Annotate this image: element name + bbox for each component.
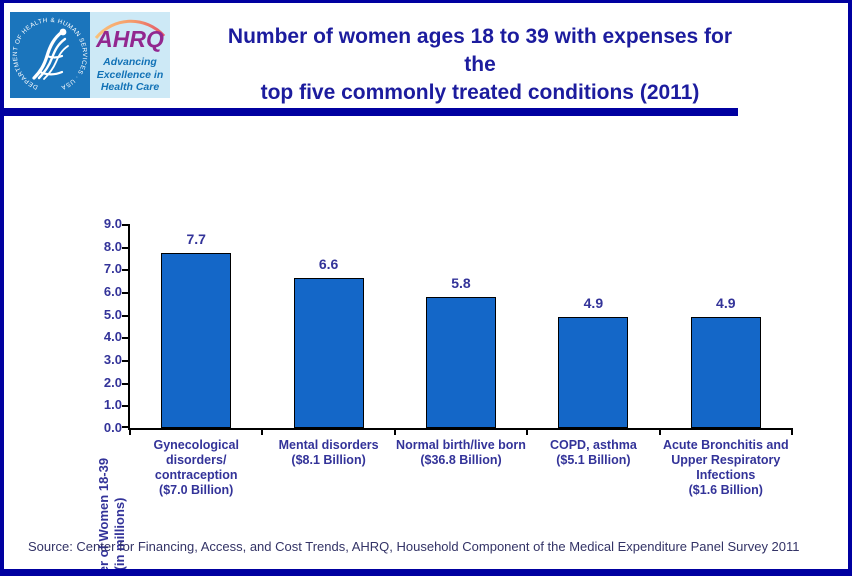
category-label: Acute Bronchitis and Upper Respiratory I…: [662, 438, 789, 497]
bar-value-label: 4.9: [583, 294, 604, 311]
y-tick-label: 9.0: [103, 216, 122, 231]
y-tick-mark: [122, 426, 128, 428]
bar: [293, 278, 364, 428]
hhs-seal-logo: DEPARTMENT OF HEALTH & HUMAN SERVICES · …: [10, 12, 90, 98]
x-tick-mark: [526, 428, 529, 435]
x-tick-mark: [791, 428, 793, 435]
y-tick-label: 5.0: [103, 306, 122, 322]
page-title-line1: Number of women ages 18 to 39 with expen…: [227, 25, 733, 76]
ahrq-tagline-line2: Excellence in: [96, 68, 164, 81]
category-label: Normal birth/live born ($36.8 Billion): [396, 438, 526, 467]
y-tick-mark: [122, 337, 128, 340]
page-title-line2: top five commonly treated conditions (20…: [260, 81, 700, 104]
x-tick-mark: [129, 428, 131, 435]
x-tick-mark: [658, 428, 661, 435]
bar-value-label: 5.8: [451, 274, 471, 291]
bar: [558, 316, 629, 428]
y-tick-mark: [122, 246, 128, 249]
y-tick-mark: [122, 405, 128, 408]
y-tick-label: 2.0: [103, 374, 122, 390]
bar: [690, 316, 761, 428]
y-tick-mark: [122, 382, 128, 385]
ahrq-arc-icon: [94, 19, 166, 39]
plot-area: Number of Women 18-39 (in millions) 0.0 1…: [96, 216, 793, 569]
y-tick-label: 3.0: [103, 352, 122, 367]
x-tick-mark: [393, 428, 396, 435]
header-divider-rule: [4, 108, 738, 116]
y-tick-label: 8.0: [103, 238, 122, 254]
bar-value-label: 4.9: [716, 294, 736, 311]
y-tick-mark: [122, 360, 128, 362]
bar-value-label: 7.7: [186, 231, 206, 248]
source-citation: Source: Center for Financing, Access, an…: [28, 539, 800, 554]
bar-value-label: 6.6: [318, 256, 339, 273]
category-label: Mental disorders ($8.1 Billion): [278, 438, 379, 467]
y-tick-label: 4.0: [103, 329, 122, 345]
ahrq-tagline-line3: Health Care: [100, 81, 160, 93]
y-tick-label: 7.0: [103, 261, 122, 277]
ahrq-tagline: Advancing Excellence in Health Care: [90, 56, 170, 94]
x-tick-mark: [261, 428, 264, 435]
y-tick-label: 0.0: [103, 420, 122, 435]
hhs-eagle-icon: DEPARTMENT OF HEALTH & HUMAN SERVICES · …: [10, 12, 90, 98]
ahrq-acronym-text: AHRQ: [96, 26, 164, 52]
y-tick-mark: [122, 292, 128, 294]
category-label: Gynecological disorders/ contraception (…: [153, 438, 239, 497]
ahrq-tagline-line1: Advancing: [103, 56, 157, 68]
bar: [161, 253, 232, 428]
y-tick-label: 6.0: [103, 284, 122, 299]
y-tick-mark: [122, 269, 128, 272]
ahrq-hhs-logo: DEPARTMENT OF HEALTH & HUMAN SERVICES · …: [10, 12, 170, 98]
category-label: COPD, asthma ($5.1 Billion): [549, 438, 637, 467]
ahrq-logo: AHRQ Advancing Excellence in Health Care: [90, 12, 170, 98]
y-tick-label: 1.0: [103, 397, 122, 413]
y-tick-mark: [122, 224, 128, 226]
bar: [426, 296, 496, 428]
page-title: Number of women ages 18 to 39 with expen…: [210, 23, 750, 107]
y-tick-mark: [122, 314, 128, 317]
